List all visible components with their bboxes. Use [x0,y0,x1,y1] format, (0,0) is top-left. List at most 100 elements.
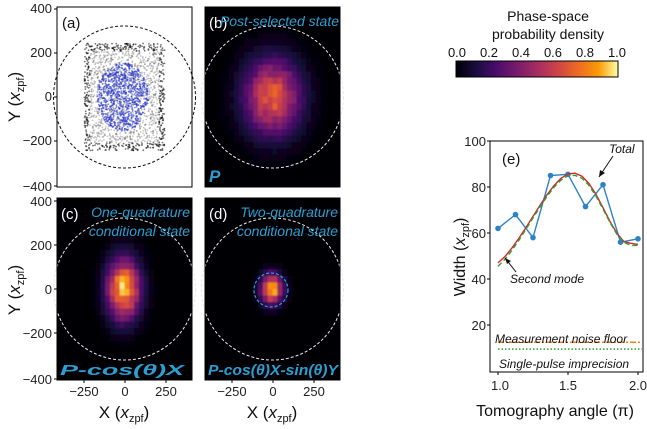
sample-point [142,149,145,152]
selected-point [110,124,113,127]
sample-point [98,114,101,117]
heatmap-cell [114,243,121,251]
sample-point [89,149,92,152]
sample-point [140,125,143,128]
sample-point [138,62,141,64]
panel-d-heatmap [253,263,293,316]
selected-point [134,110,137,113]
selected-point [107,107,110,110]
sample-point [154,114,157,117]
heatmap-cell [320,84,327,92]
sample-point [86,96,89,99]
sample-point [104,42,107,45]
sample-point [104,69,107,72]
heatmap-cell [286,58,293,66]
sample-point [115,53,118,56]
selected-point [118,83,121,85]
selected-point [110,118,113,121]
sample-point [90,72,92,75]
sample-point [152,122,155,124]
heatmap-cell [229,64,235,72]
selected-point [137,78,140,81]
heatmap-cell [262,90,269,98]
heatmap-cell [258,282,264,290]
selected-point [125,104,128,107]
heatmap-cell [224,77,230,85]
sample-point [103,48,106,51]
sample-point [120,50,123,53]
sample-point [152,114,155,117]
sample-point [132,131,135,134]
heatmap-cell [286,148,293,156]
sample-point [132,147,135,150]
heatmap-cell [233,58,240,66]
sample-point [108,129,110,131]
sample-point [160,70,163,73]
sample-point [110,57,112,60]
heatmap-cell [311,58,317,66]
heatmap-cell [272,32,278,40]
heatmap-cell [258,142,264,150]
sample-point [159,149,162,151]
sample-point [109,146,112,148]
selected-point [132,77,135,80]
heatmap-cell [282,295,288,303]
y-axis-bottom: 400 200 0 −200 −400 [23,194,52,387]
selected-point [146,102,149,105]
sample-point [109,62,111,65]
sample-point [87,79,89,82]
sample-point [94,62,97,64]
selected-point [116,99,118,102]
heatmap-cell [138,243,145,251]
sample-point [162,134,165,137]
selected-point [100,101,103,104]
y-tick-label: 400 [30,194,52,209]
panel-c-operator: P-cos(θ)X [60,362,186,379]
heatmap-cell [124,243,130,251]
heatmap-cell [267,109,274,117]
sample-point [141,143,144,145]
sample-point [152,65,154,68]
sample-point [155,79,158,82]
selected-point [118,94,121,97]
heatmap-cell [110,250,116,258]
selected-point [116,68,118,71]
sample-point [90,48,93,51]
sample-point [121,56,123,58]
sample-point [150,47,153,50]
selected-point [139,75,142,77]
sample-point [95,124,98,127]
sample-point [158,99,161,102]
heatmap-cell [282,77,288,85]
selected-point [132,81,135,84]
heatmap-cell [296,142,303,150]
heatmap-cell [296,148,303,156]
sample-point [148,43,150,45]
heatmap-cell [119,263,126,271]
heatmap-cell [229,58,235,66]
selected-point [111,126,114,128]
selected-point [127,97,130,100]
selected-point [137,91,140,94]
selected-point [107,123,110,126]
selected-point [130,80,133,82]
sample-point [121,139,123,142]
heatmap-cell [224,122,230,130]
sample-point [141,55,144,58]
heatmap-cell [258,109,264,117]
sample-point [139,127,141,130]
heatmap-cell [124,341,130,349]
sample-point [99,98,102,101]
sample-point [149,146,152,149]
selected-point [131,65,134,68]
heatmap-cell [238,77,245,85]
selected-point [126,116,129,119]
sample-point [98,125,100,127]
y-tick-label: −400 [23,372,52,387]
x-axis-d: −250 0 250 [217,384,325,399]
selected-point [115,84,118,86]
heatmap-cell [258,64,264,72]
heatmap-cell [124,250,130,258]
selected-point [126,111,129,114]
sample-point [111,136,113,139]
